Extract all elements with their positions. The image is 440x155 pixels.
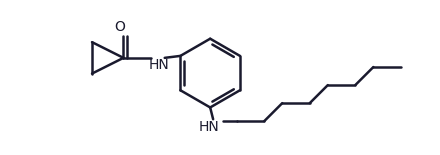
Text: HN: HN (199, 120, 220, 134)
Text: O: O (114, 20, 125, 34)
Text: HN: HN (148, 58, 169, 72)
